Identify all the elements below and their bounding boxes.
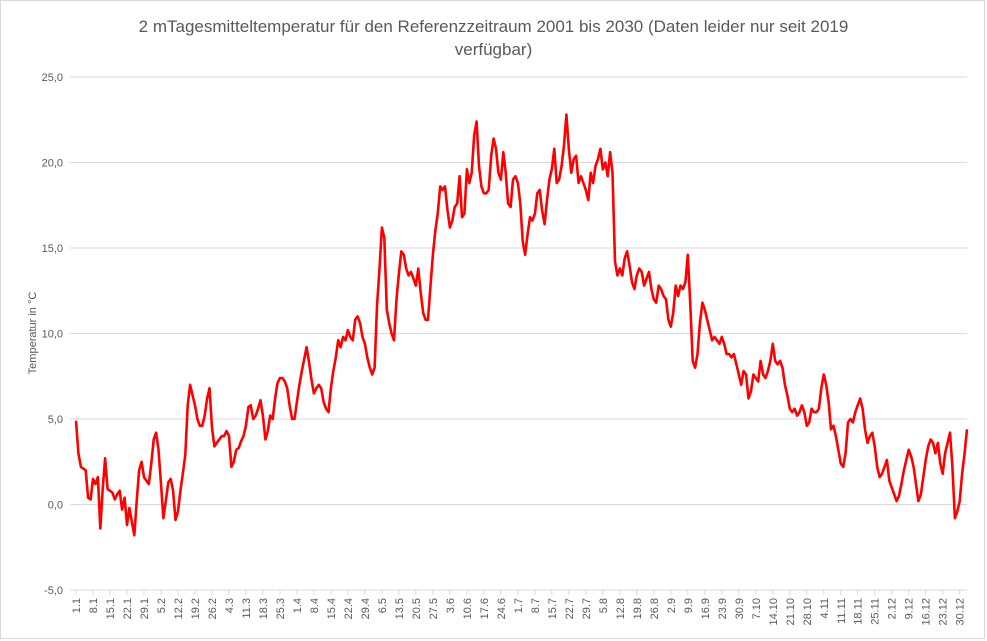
y-tick-label: 25,0 <box>42 72 63 84</box>
x-tick-label: 4.11 <box>819 598 831 619</box>
x-tick-label: 15.4 <box>326 598 338 619</box>
x-tick-label: 19.8 <box>632 598 644 619</box>
x-tick-label: 2.12 <box>887 598 899 619</box>
x-tick-label: 29.7 <box>581 598 593 619</box>
x-tick-label: 19.2 <box>190 598 202 619</box>
y-tick-label: 10,0 <box>42 329 63 341</box>
x-tick-label: 18.3 <box>258 598 270 619</box>
x-tick-label: 7.10 <box>751 598 763 619</box>
x-tick-label: 23.12 <box>938 598 950 626</box>
x-tick-label: 1.4 <box>292 598 304 613</box>
x-tick-label: 4.3 <box>224 598 236 613</box>
x-tick-label: 13.5 <box>394 598 406 619</box>
y-tick-label: 20,0 <box>42 158 63 170</box>
temperature-series-line <box>74 113 969 537</box>
x-tick-label: 8.4 <box>309 598 321 613</box>
x-tick-label: 1.7 <box>513 598 525 613</box>
x-tick-label: 26.8 <box>649 598 661 619</box>
x-tick-label: 16.9 <box>700 598 712 619</box>
x-tick-label: 11.11 <box>836 598 848 624</box>
chart-title: 2 mTagesmitteltemperatur für den Referen… <box>0 15 987 61</box>
x-tick-label: 21.10 <box>785 598 797 626</box>
y-tick-label: 0,0 <box>48 500 63 512</box>
x-tick-label: 22.7 <box>564 598 576 619</box>
x-tick-label: 9.12 <box>904 598 916 619</box>
x-tick-label: 2.9 <box>666 598 678 613</box>
x-tick-label: 15.1 <box>105 598 117 619</box>
x-tick-label: 8.7 <box>530 598 542 613</box>
x-tick-label: 11.3 <box>241 598 253 619</box>
x-tick-label: 29.1 <box>139 598 151 619</box>
x-tick-label: 12.8 <box>615 598 627 619</box>
chart-title-line-2: verfügbar) <box>454 40 533 59</box>
series-group <box>74 113 969 537</box>
x-tick-label: 5.8 <box>598 598 610 613</box>
y-tick-label: -5,0 <box>44 585 63 597</box>
x-tick-label: 22.1 <box>122 598 134 619</box>
x-tick-label: 23.9 <box>717 598 729 619</box>
x-tick-label: 6.5 <box>377 598 389 613</box>
x-tick-label: 20.5 <box>411 598 423 619</box>
x-tick-label: 3.6 <box>445 598 457 613</box>
x-tick-label: 1.1 <box>71 598 83 613</box>
x-tick-label: 12.2 <box>173 598 185 619</box>
x-tick-label: 26.2 <box>207 598 219 619</box>
x-tick-label: 18.11 <box>853 598 865 625</box>
x-tick-label: 27.5 <box>428 598 440 619</box>
x-tick-label: 5.2 <box>156 598 168 613</box>
x-tick-label: 25.11 <box>870 598 882 625</box>
x-tick-label: 16.12 <box>921 598 933 626</box>
x-tick-label: 14.10 <box>768 598 780 626</box>
y-axis-label: Temperatur in °C <box>27 292 39 375</box>
y-tick-label: 5,0 <box>48 414 63 426</box>
x-tick-label: 8.1 <box>88 598 100 613</box>
x-tick-label: 24.6 <box>496 598 508 619</box>
y-axis-tick-labels: -5,0 0,0 5,0 10,0 15,0 20,0 25,0 <box>42 72 63 597</box>
x-tick-label: 15.7 <box>547 598 559 619</box>
x-tick-label: 25.3 <box>275 598 287 619</box>
x-tick-label: 29.4 <box>360 598 372 619</box>
x-tick-label: 9.9 <box>683 598 695 613</box>
chart-title-line-1: 2 mTagesmitteltemperatur für den Referen… <box>138 17 849 36</box>
x-tick-label: 17.6 <box>479 598 491 619</box>
x-axis-tick-labels: 1.1 8.1 15.1 22.1 29.1 5.2 12.2 19.2 26.2 4.3 11.3… <box>71 590 967 626</box>
x-tick-label: 30.9 <box>734 598 746 619</box>
x-tick-label: 28.10 <box>802 598 814 626</box>
y-tick-label: 15,0 <box>42 243 63 255</box>
x-tick-label: 10.6 <box>462 598 474 619</box>
x-tick-label: 22.4 <box>343 598 355 619</box>
gridlines <box>70 76 967 591</box>
x-tick-label: 30.12 <box>955 598 967 626</box>
